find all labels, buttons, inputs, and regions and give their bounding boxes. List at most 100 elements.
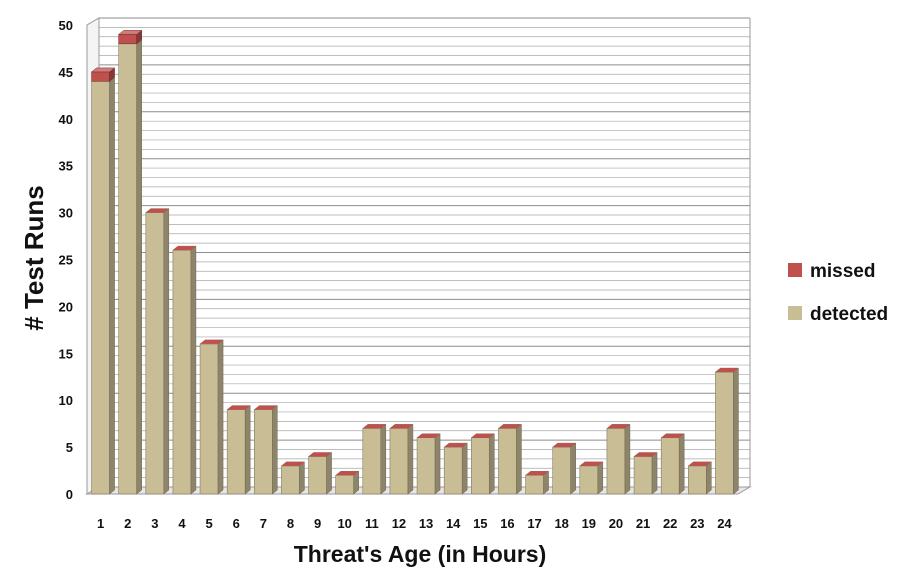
bar-detected-22-front	[660, 437, 680, 495]
bar-detected-15-side	[489, 433, 495, 495]
x-tick-label: 20	[609, 516, 623, 531]
y-tick-label: 40	[59, 112, 73, 127]
bar-detected-11	[362, 423, 387, 495]
bar-cap-16	[498, 424, 522, 429]
bar-detected-2	[118, 39, 142, 495]
bar-detected-12	[389, 423, 414, 495]
x-tick-label: 9	[314, 516, 321, 531]
bar-cap-7	[254, 405, 278, 410]
bar-detected-24-front	[715, 371, 734, 495]
x-tick-label: 10	[337, 516, 351, 531]
legend-swatch-detected	[788, 306, 802, 320]
bar-detected-17-front	[525, 474, 544, 495]
bar-detected-1-side	[109, 76, 115, 495]
bar-detected-14-front	[443, 446, 463, 495]
bar-missed-2-front	[118, 34, 137, 45]
y-tick-label: 25	[59, 253, 73, 268]
bar-cap-3	[145, 208, 169, 213]
legend-label-detected: detected	[810, 304, 888, 325]
bar-detected-14	[443, 442, 468, 495]
bar-detected-22	[660, 433, 685, 495]
bar-cap-22	[661, 433, 685, 438]
x-tick-label: 19	[582, 516, 596, 531]
x-tick-label: 2	[124, 516, 131, 531]
x-tick-label: 16	[500, 516, 514, 531]
bar-cap-4	[172, 246, 196, 251]
x-tick-label: 7	[260, 516, 267, 531]
bar-detected-7	[253, 405, 279, 495]
bar-detected-13	[416, 433, 441, 495]
bar-cap-6	[227, 405, 251, 410]
bar-detected-5-front	[199, 343, 219, 495]
bars	[90, 29, 740, 495]
bar-detected-1-front	[91, 80, 110, 495]
bar-cap-11	[362, 424, 386, 429]
bar-detected-4	[172, 245, 197, 495]
bar-detected-7-front	[254, 409, 273, 495]
x-tick-label: 15	[473, 516, 487, 531]
bar-detected-3	[145, 208, 170, 495]
bar-detected-19	[579, 461, 604, 495]
bar-detected-9-side	[326, 451, 332, 495]
bar-cap-24	[715, 368, 739, 373]
bar-detected-9	[307, 451, 333, 495]
legend-swatch-missed	[788, 263, 802, 277]
bar-detected-20-side	[624, 423, 631, 495]
bar-detected-13-front	[416, 437, 436, 495]
bar-detected-7-side	[272, 405, 278, 495]
bar-detected-18	[551, 442, 577, 495]
bar-detected-20-front	[606, 428, 626, 495]
bar-detected-6	[226, 405, 251, 495]
y-tick-label: 15	[59, 346, 73, 361]
bar-detected-24-side	[733, 367, 739, 495]
y-axis-title: # Test Runs	[19, 185, 49, 330]
bar-cap-19	[579, 461, 603, 466]
legend: missed detected	[788, 261, 888, 325]
bar-cap-5	[200, 339, 224, 344]
bar-detected-3-side	[163, 208, 170, 495]
bar-detected-19-front	[579, 465, 599, 495]
bar-cap-10	[335, 471, 359, 476]
bar-detected-4-front	[172, 249, 192, 495]
bar-cap-21	[634, 452, 658, 457]
y-tick-label: 10	[59, 393, 73, 408]
y-tick-label: 20	[59, 299, 73, 314]
bar-detected-11-front	[362, 428, 382, 495]
bar-detected-15-front	[471, 437, 490, 495]
bar-cap-17	[525, 471, 549, 476]
y-tick-label: 0	[66, 487, 73, 502]
bar-cap-15	[471, 433, 495, 438]
bar-detected-2-side	[136, 39, 142, 495]
x-tick-label: 12	[392, 516, 406, 531]
bar-cap-14	[444, 443, 468, 448]
bar-detected-1	[91, 76, 115, 495]
bar-detected-3-front	[145, 212, 165, 495]
x-tick-label: 13	[419, 516, 433, 531]
bar-cap-20	[606, 424, 630, 429]
x-tick-label: 17	[527, 516, 541, 531]
x-tick-label: 11	[365, 516, 379, 531]
bar-detected-21-side	[651, 451, 658, 495]
bar-detected-21-front	[633, 456, 653, 495]
x-tick-label: 6	[233, 516, 240, 531]
bar-detected-5	[199, 339, 224, 495]
bar-cap-8	[281, 461, 305, 466]
bar-detected-8-front	[281, 465, 300, 495]
y-tick-label: 30	[59, 206, 73, 221]
bar-missed-1	[90, 67, 116, 82]
bar-detected-20	[606, 423, 631, 495]
x-tick-label: 14	[446, 516, 461, 531]
bar-detected-19-side	[597, 461, 604, 495]
y-tick-label: 5	[66, 440, 73, 455]
x-axis-title: Threat's Age (in Hours)	[294, 541, 547, 567]
bar-detected-9-front	[308, 456, 327, 495]
bar-detected-16-side	[516, 423, 522, 495]
bar-detected-15	[470, 433, 496, 495]
y-tick-labels: 0 5 10 15 20 25 30 35 40 45 50	[59, 18, 73, 502]
bar-detected-23	[687, 461, 713, 495]
x-tick-label: 3	[151, 516, 158, 531]
bar-detected-12-side	[407, 423, 414, 495]
bar-detected-11-side	[380, 423, 387, 495]
